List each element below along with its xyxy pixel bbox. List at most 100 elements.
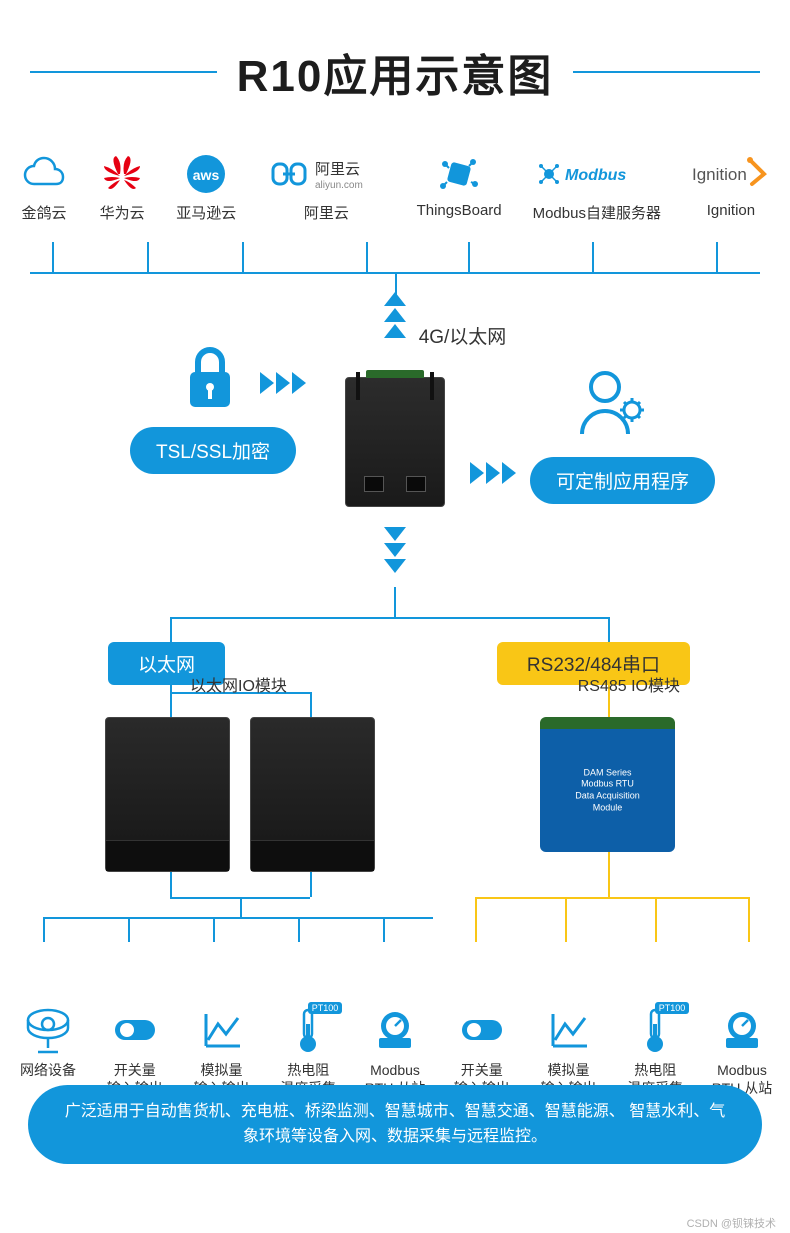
svg-text:aliyun.com: aliyun.com (315, 180, 363, 191)
footer-description: 广泛适用于自动售货机、充电桩、桥梁监测、智慧城市、智慧交通、智慧能源、 智慧水利… (28, 1085, 762, 1164)
modbus-icon: Modbus (537, 154, 657, 194)
custom-app-pill: 可定制应用程序 (530, 457, 715, 504)
cloud-jinge: 金鸽云 (20, 154, 68, 234)
lg-t3 (213, 917, 215, 942)
rs485-io-label: RS485 IO模块 (578, 672, 680, 696)
rg-h (475, 897, 750, 899)
lock-icon (180, 342, 240, 417)
cloud-ignition: Ignition Ignition (692, 154, 770, 234)
camera-icon (22, 1004, 74, 1056)
lower-section: 以太网IO模块 RS485 IO模块 DAM Series Modbus RTU… (0, 672, 790, 1182)
bus-tick (147, 242, 149, 272)
bi-rtu1: Modbus RTU 从站 (357, 1004, 433, 1097)
io-module-black (105, 717, 230, 872)
uplink-label: 4G/以太网 (419, 322, 507, 349)
bus-tick (468, 242, 470, 272)
cloud-label: 亚马逊云 (176, 202, 236, 223)
thingsboard-icon (435, 154, 483, 194)
user-gear-icon (570, 362, 650, 447)
ethernet-io-modules (105, 717, 375, 872)
lg-vc (240, 897, 242, 917)
svg-text:aws: aws (193, 167, 220, 183)
chevrons-right-icon (470, 462, 516, 484)
cloud-aws: aws 亚马逊云 (176, 154, 236, 234)
gauge-icon (369, 1004, 421, 1056)
svg-text:Modbus: Modbus (565, 167, 626, 184)
bi-rtd2: PT100 热电阻 温度采集 (617, 1004, 693, 1097)
cloud-icon (20, 154, 68, 194)
bus-tick (716, 242, 718, 272)
bi-rtu2: Modbus RTU 从站 (704, 1004, 780, 1097)
lg-t4 (298, 917, 300, 942)
bus-tick (366, 242, 368, 272)
bi-label: 网络设备 (20, 1061, 76, 1079)
cloud-bus (30, 242, 760, 292)
lg-t1 (43, 917, 45, 942)
title-line-right (573, 71, 760, 73)
chevrons-down-icon (384, 527, 406, 573)
thermometer-icon: PT100 (282, 1004, 334, 1056)
rg-v (608, 852, 610, 897)
bottom-icons-row: 网络设备 开关量 输入输出 模拟量 输入输出 PT100 热电阻 温度采集 Mo… (10, 1004, 780, 1097)
toggle-icon (109, 1004, 161, 1056)
ethernet-io-label: 以太网IO模块 (190, 672, 287, 696)
rs485-io-module: DAM Series Modbus RTU Data Acquisition M… (540, 717, 675, 852)
mid-drop (394, 587, 396, 617)
cloud-modbus: Modbus Modbus自建服务器 (532, 154, 662, 234)
tsl-ssl-pill: TSL/SSL加密 (130, 427, 296, 474)
cloud-label: Modbus自建服务器 (533, 202, 661, 223)
lg-t2 (128, 917, 130, 942)
svg-text:阿里云: 阿里云 (315, 161, 360, 178)
chevrons-up-icon (384, 292, 406, 338)
bi-switch1: 开关量 输入输出 (97, 1004, 173, 1097)
io-blue-text: DAM Series Modbus RTU Data Acquisition M… (574, 767, 642, 814)
aliyun-icon: 阿里云 aliyun.com (271, 154, 381, 194)
bus-tick (242, 242, 244, 272)
bus-tick (592, 242, 594, 272)
pt100-badge: PT100 (308, 1002, 343, 1014)
l-d1 (170, 692, 172, 717)
lg-t5 (383, 917, 385, 942)
thermometer-icon: PT100 (629, 1004, 681, 1056)
cloud-label: ThingsBoard (417, 202, 502, 219)
bi-switch2: 开关量 输入输出 (444, 1004, 520, 1097)
toggle-icon (456, 1004, 508, 1056)
lg-h2 (43, 917, 433, 919)
cloud-services-row: 金鸽云 华为云 aws 亚马逊云 阿里云 aliyun.com 阿里云 Thing… (0, 134, 790, 234)
gauge-icon (716, 1004, 768, 1056)
page-title: R10应用示意图 (237, 40, 554, 104)
rg-t1 (475, 897, 477, 942)
split-line (170, 617, 610, 619)
bi-netdev: 网络设备 (10, 1004, 86, 1097)
l-drop (170, 672, 172, 692)
chart-icon (543, 1004, 595, 1056)
pt100-badge: PT100 (655, 1002, 690, 1014)
lg-v2 (310, 872, 312, 897)
rg-t4 (748, 897, 750, 942)
bi-analog1: 模拟量 输入输出 (184, 1004, 260, 1097)
bus-tick (52, 242, 54, 272)
mid-section: 4G/以太网 TSL/SSL加密 可定制应用程序 以太网 RS232/484串口 (0, 292, 790, 672)
rg-t3 (655, 897, 657, 942)
huawei-icon (98, 154, 146, 194)
cloud-aliyun: 阿里云 aliyun.com 阿里云 (266, 154, 386, 234)
cloud-label: 金鸽云 (21, 202, 66, 223)
rg-t2 (565, 897, 567, 942)
bi-rtd1: PT100 热电阻 温度采集 (270, 1004, 346, 1097)
cloud-label: 阿里云 (304, 202, 349, 223)
chevrons-right-icon (260, 372, 306, 394)
aws-icon: aws (182, 154, 230, 194)
bi-analog2: 模拟量 输入输出 (531, 1004, 607, 1097)
svg-text:Ignition: Ignition (692, 165, 747, 184)
cloud-thingsboard: ThingsBoard (417, 154, 502, 234)
watermark: CSDN @钡铼技术 (687, 1215, 776, 1231)
ignition-icon: Ignition (692, 154, 770, 194)
io-module-black (250, 717, 375, 872)
io-module-blue: DAM Series Modbus RTU Data Acquisition M… (540, 717, 675, 852)
cloud-huawei: 华为云 (98, 154, 146, 234)
title-line-left (30, 71, 217, 73)
lg-v1 (170, 872, 172, 897)
chart-icon (196, 1004, 248, 1056)
r10-device (345, 377, 445, 507)
cloud-label: 华为云 (100, 202, 145, 223)
